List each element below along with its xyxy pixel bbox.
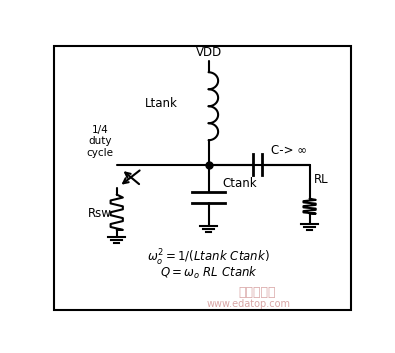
Text: Ctank: Ctank (222, 177, 257, 190)
Text: $Q = \omega_o\ RL\ Ctank$: $Q = \omega_o\ RL\ Ctank$ (160, 265, 258, 281)
Text: RL: RL (314, 173, 329, 186)
Text: $\omega_o^2 = 1/(Ltank\ Ctank)$: $\omega_o^2 = 1/(Ltank\ Ctank)$ (147, 249, 270, 269)
FancyBboxPatch shape (54, 47, 351, 310)
Text: 1/4
duty
cycle: 1/4 duty cycle (87, 125, 113, 158)
Text: 易迪拓培训: 易迪拓培训 (239, 287, 276, 299)
Text: Rsw: Rsw (88, 207, 112, 220)
Text: www.edatop.com: www.edatop.com (206, 299, 290, 309)
Text: C-> ∞: C-> ∞ (271, 144, 307, 156)
Text: VDD: VDD (196, 46, 222, 59)
Text: Ltank: Ltank (145, 97, 178, 110)
